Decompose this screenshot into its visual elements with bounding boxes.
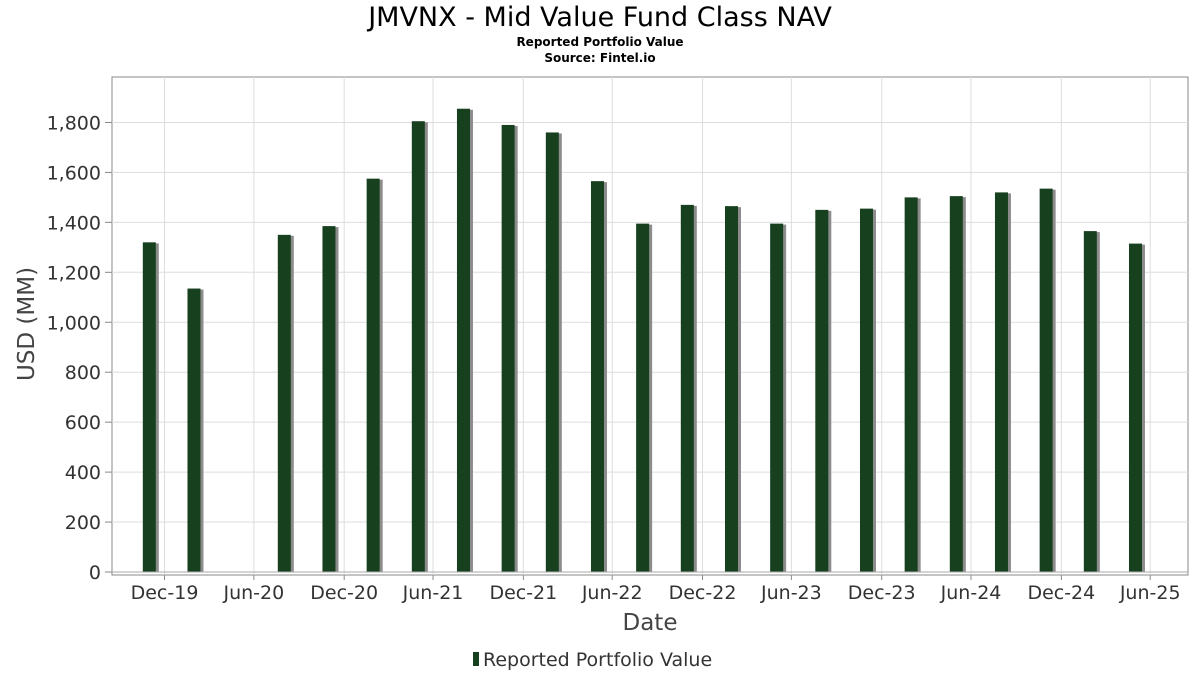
x-tick-label: Dec-19 xyxy=(131,582,199,604)
bar xyxy=(142,242,156,573)
bar xyxy=(545,132,559,572)
y-axis-title: USD (MM) xyxy=(14,267,40,381)
bar xyxy=(994,192,1008,572)
y-tick-label: 1,000 xyxy=(47,312,101,334)
bar xyxy=(411,121,425,572)
bar xyxy=(277,234,291,572)
bar xyxy=(501,124,515,572)
legend-label: Reported Portfolio Value xyxy=(483,649,712,671)
bar xyxy=(366,178,380,572)
x-tick-label: Dec-23 xyxy=(848,582,916,604)
bar xyxy=(187,288,201,572)
bar xyxy=(1128,243,1142,573)
bar xyxy=(1039,188,1053,572)
bar xyxy=(590,181,604,572)
x-tick-label: Jun-24 xyxy=(940,582,1002,604)
y-tick-labels: 0 200 400 600 800 1,000 1,200 1,400 1,600 1,800 xyxy=(47,112,101,584)
bar xyxy=(680,204,694,572)
bar xyxy=(770,223,784,572)
chart-source: Source: Fintel.io xyxy=(544,51,656,65)
y-tick-label: 1,200 xyxy=(47,262,101,284)
bar xyxy=(949,196,963,572)
bar xyxy=(636,223,650,572)
y-tick-label: 1,800 xyxy=(47,112,101,134)
bar xyxy=(456,108,470,572)
y-tick-label: 1,400 xyxy=(47,212,101,234)
y-tick-label: 800 xyxy=(65,362,101,384)
x-tick-label: Jun-21 xyxy=(402,582,464,604)
bar xyxy=(904,197,918,572)
x-tick-label: Jun-25 xyxy=(1119,582,1181,604)
axes xyxy=(105,121,1188,580)
x-tick-label: Dec-22 xyxy=(669,582,737,604)
y-tick-label: 0 xyxy=(89,562,101,584)
x-tick-label: Jun-22 xyxy=(581,582,643,604)
bar xyxy=(322,226,336,572)
legend: Reported Portfolio Value xyxy=(473,649,712,671)
y-tick-label: 400 xyxy=(65,462,101,484)
bar xyxy=(859,208,873,572)
y-tick-label: 1,600 xyxy=(47,162,101,184)
chart-title: JMVNX - Mid Value Fund Class NAV xyxy=(368,2,832,33)
x-tick-labels: Dec-19 Jun-20 Dec-20 Jun-21 Dec-21 Jun-22 Dec-… xyxy=(131,582,1181,604)
legend-swatch xyxy=(473,652,479,666)
y-tick-label: 200 xyxy=(65,512,101,534)
y-tick-label: 600 xyxy=(65,412,101,434)
x-axis-title: Date xyxy=(623,610,678,636)
x-tick-label: Jun-20 xyxy=(222,582,284,604)
x-tick-label: Dec-24 xyxy=(1027,582,1095,604)
bar xyxy=(815,209,829,572)
x-tick-label: Dec-20 xyxy=(310,582,378,604)
chart-subtitle: Reported Portfolio Value xyxy=(516,35,684,49)
bars xyxy=(142,108,1142,573)
x-tick-label: Dec-21 xyxy=(489,582,557,604)
x-tick-label: Jun-23 xyxy=(760,582,822,604)
bar xyxy=(1083,231,1097,572)
bar xyxy=(724,206,738,572)
